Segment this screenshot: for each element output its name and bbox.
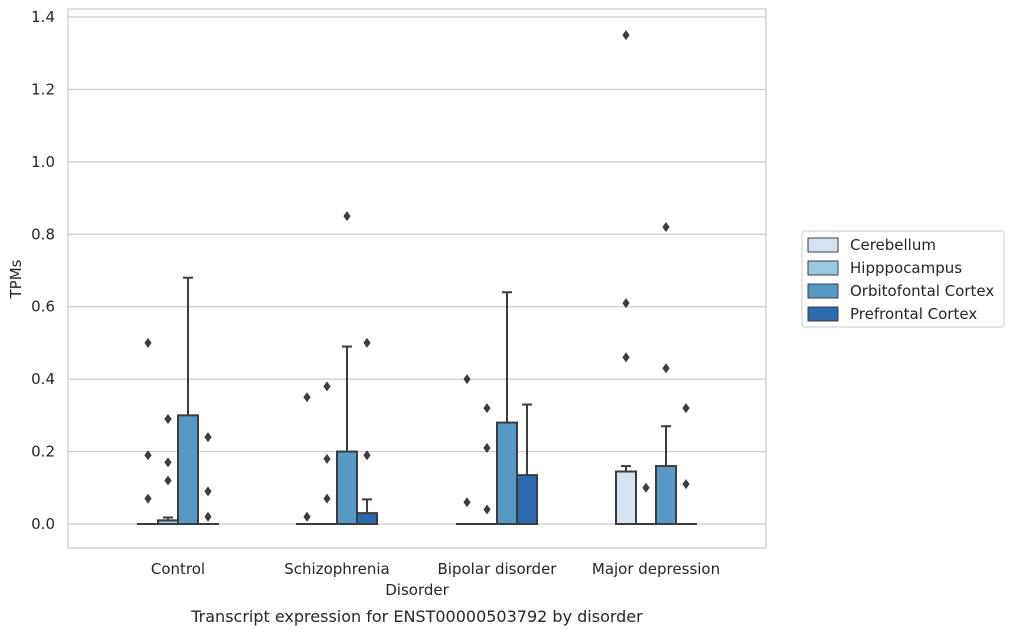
outlier-point (144, 493, 152, 504)
box-group (675, 403, 697, 526)
y-tick-label: 1.4 (31, 8, 55, 26)
box-body (655, 465, 677, 525)
outlier-point (144, 337, 152, 348)
outlier-point (164, 413, 172, 424)
outlier-point (204, 432, 212, 443)
x-tick-label: Bipolar disorder (438, 560, 558, 578)
outlier-point (204, 511, 212, 522)
legend-frame (801, 230, 1005, 328)
y-tick-label: 0.6 (31, 298, 55, 316)
outlier-point (164, 475, 172, 486)
y-tick-label: 0.2 (31, 443, 55, 461)
y-tick-label: 1.0 (31, 153, 55, 171)
legend-label: Orbitofontal Cortex (850, 282, 994, 300)
outlier-point (164, 457, 172, 468)
outlier-point (662, 363, 670, 374)
legend-label: Hipppocampus (850, 259, 962, 277)
x-tick-labels: Control Schizophrenia Bipolar disorder Majo… (151, 560, 720, 578)
box-body (615, 470, 637, 526)
box-body (356, 512, 378, 526)
outlier-point (682, 479, 690, 490)
plot-frame (67, 8, 767, 549)
x-tick-label: Major depression (592, 560, 720, 578)
box-group (456, 374, 478, 526)
legend-swatch (807, 306, 839, 322)
legend-swatch (807, 283, 839, 299)
box-group (177, 276, 199, 526)
outlier-point (622, 298, 630, 309)
legend: Cerebellum Hipppocampus Orbitofontal Corte… (801, 230, 1005, 328)
y-axis-label: TPMs (7, 259, 25, 299)
box-body (496, 421, 518, 526)
outlier-point (323, 381, 331, 392)
box-group (615, 30, 637, 526)
outlier-point (144, 450, 152, 461)
outlier-point (463, 374, 471, 385)
box-body (516, 474, 538, 526)
legend-label: Prefrontal Cortex (850, 305, 977, 323)
y-tick-label: 0.8 (31, 225, 55, 243)
outlier-point (303, 392, 311, 403)
box-group (336, 211, 358, 526)
outlier-point (363, 450, 371, 461)
y-tick-labels: 0.0 0.2 0.4 0.6 0.8 1.0 1.2 1.4 (31, 8, 55, 533)
outlier-point (682, 403, 690, 414)
box-group (137, 337, 159, 526)
y-tick-label: 1.2 (31, 80, 55, 98)
x-tick-label: Schizophrenia (284, 560, 389, 578)
outlier-point (323, 453, 331, 464)
outlier-point (303, 511, 311, 522)
y-tick-label: 0.4 (31, 370, 55, 388)
x-axis-label: Disorder (385, 581, 449, 599)
y-tick-label: 0.0 (31, 515, 55, 533)
box-group (496, 291, 518, 526)
box-group (356, 337, 378, 526)
box-group (516, 403, 538, 526)
outlier-point (483, 442, 491, 453)
box-group (635, 482, 657, 526)
outlier-point (483, 403, 491, 414)
outlier-point (343, 211, 351, 222)
outlier-point (463, 497, 471, 508)
chart-caption: Transcript expression for ENST0000050379… (190, 607, 643, 626)
outlier-point (363, 337, 371, 348)
box-group (197, 432, 219, 526)
outlier-point (323, 493, 331, 504)
legend-swatch (807, 260, 839, 276)
x-tick-label: Control (151, 560, 205, 578)
outlier-point (642, 482, 650, 493)
outlier-point (662, 222, 670, 233)
box-series (137, 30, 697, 526)
box-body (177, 414, 199, 526)
box-group (296, 392, 318, 526)
box-group (655, 222, 677, 525)
outlier-point (622, 30, 630, 41)
legend-swatch (807, 237, 839, 253)
outlier-point (204, 486, 212, 497)
outlier-point (622, 352, 630, 363)
box-body (336, 450, 358, 526)
legend-label: Cerebellum (850, 236, 936, 254)
outlier-point (483, 504, 491, 515)
